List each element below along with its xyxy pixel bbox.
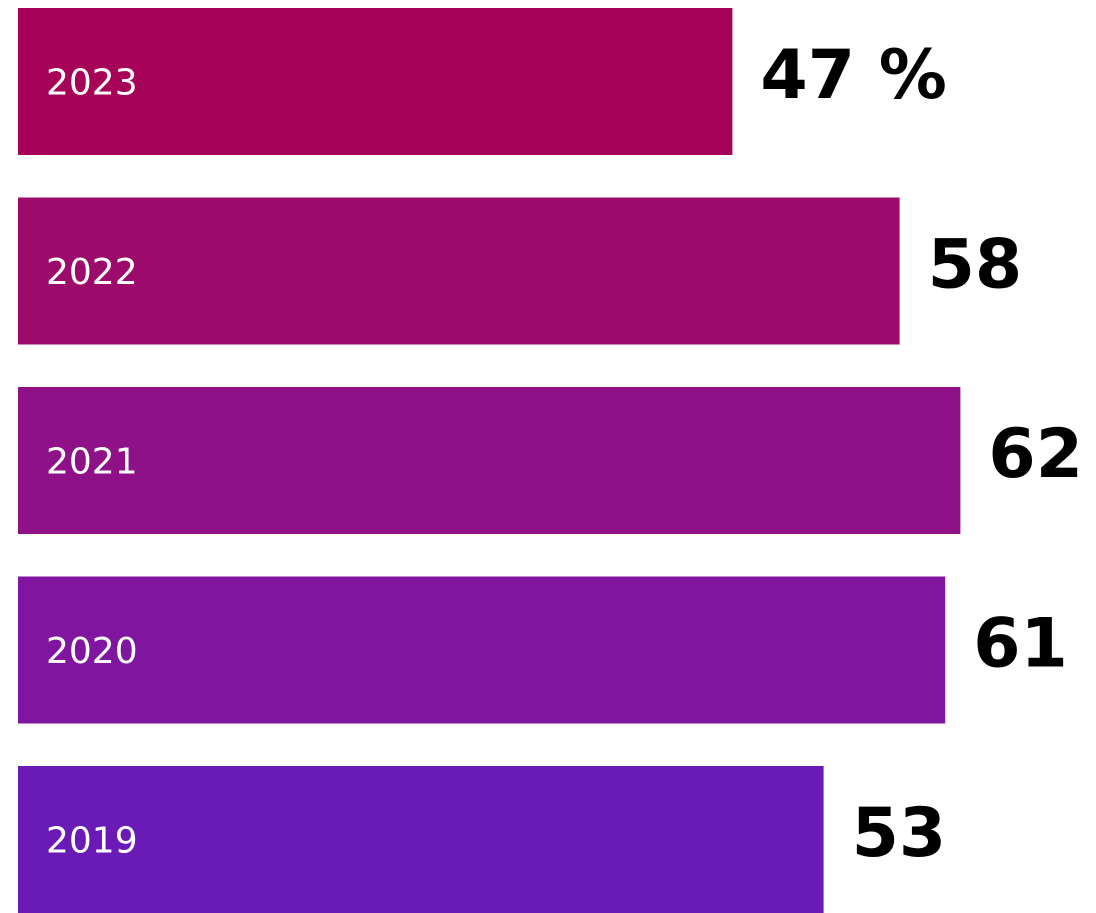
value-label: 53	[852, 794, 947, 873]
category-label: 2020	[46, 631, 138, 672]
bar	[18, 8, 733, 155]
bar	[18, 387, 961, 534]
category-label: 2023	[46, 63, 138, 104]
bar	[18, 576, 946, 724]
bar	[18, 766, 824, 913]
value-label: 61	[973, 605, 1068, 684]
value-label: 58	[928, 226, 1023, 305]
category-label: 2022	[46, 252, 138, 293]
category-label: 2021	[46, 442, 138, 483]
category-label: 2019	[46, 821, 138, 862]
value-label: 47 %	[760, 36, 946, 115]
value-label: 62	[988, 415, 1083, 494]
bar	[18, 197, 900, 345]
